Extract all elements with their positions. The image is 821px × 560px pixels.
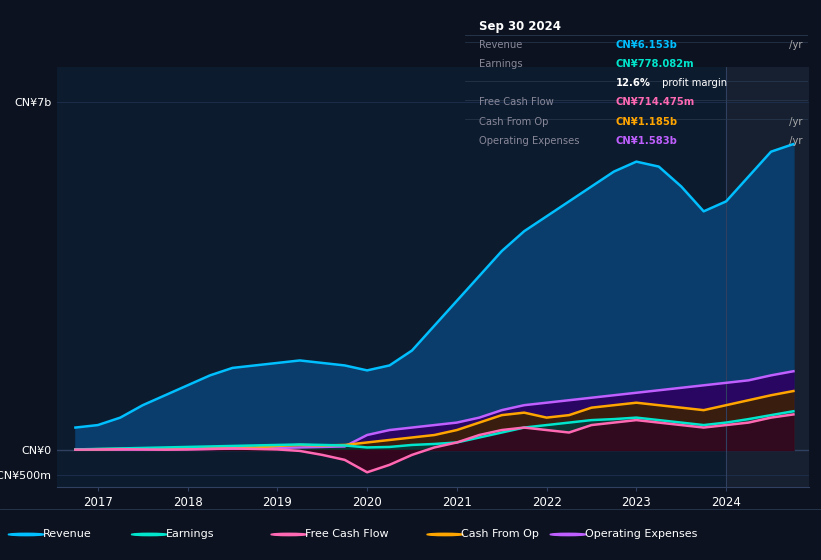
Text: Revenue: Revenue <box>479 40 522 50</box>
Text: /yr: /yr <box>786 116 802 127</box>
Text: /yr: /yr <box>786 40 802 50</box>
Text: Earnings: Earnings <box>166 529 214 539</box>
Circle shape <box>8 533 44 535</box>
Bar <box>726 67 809 487</box>
Text: Free Cash Flow: Free Cash Flow <box>479 97 553 108</box>
Text: Cash From Op: Cash From Op <box>479 116 548 127</box>
Text: profit margin: profit margin <box>658 78 727 88</box>
Text: Operating Expenses: Operating Expenses <box>585 529 697 539</box>
Text: Earnings: Earnings <box>479 59 522 69</box>
Text: Sep 30 2024: Sep 30 2024 <box>479 20 561 34</box>
Circle shape <box>550 533 586 535</box>
Text: CN¥1.185b: CN¥1.185b <box>616 116 678 127</box>
Text: CN¥1.583b: CN¥1.583b <box>616 136 678 146</box>
Circle shape <box>271 533 307 535</box>
Text: /yr: /yr <box>786 136 802 146</box>
Text: CN¥778.082m: CN¥778.082m <box>616 59 695 69</box>
Circle shape <box>427 533 463 535</box>
Text: Operating Expenses: Operating Expenses <box>479 136 580 146</box>
Circle shape <box>131 533 167 535</box>
Text: 12.6%: 12.6% <box>616 78 651 88</box>
Text: Revenue: Revenue <box>43 529 91 539</box>
Text: Free Cash Flow: Free Cash Flow <box>305 529 389 539</box>
Text: Cash From Op: Cash From Op <box>461 529 539 539</box>
Text: CN¥714.475m: CN¥714.475m <box>616 97 695 108</box>
Text: CN¥6.153b: CN¥6.153b <box>616 40 678 50</box>
